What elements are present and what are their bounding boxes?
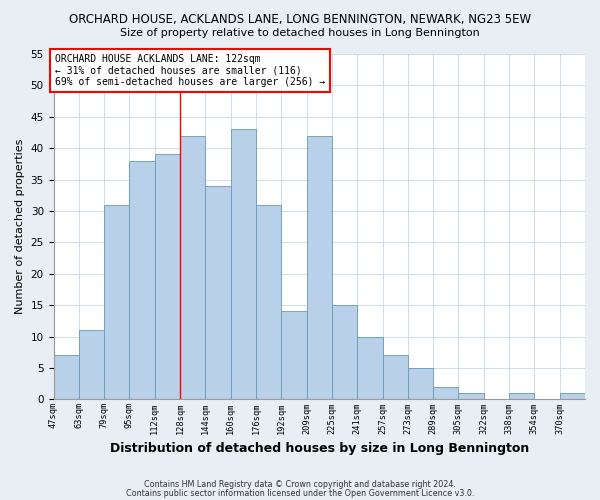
Bar: [256, 204, 281, 400]
Bar: [307, 136, 332, 400]
Bar: [383, 356, 408, 400]
Bar: [155, 154, 180, 400]
Bar: [230, 130, 256, 400]
Bar: [180, 136, 205, 400]
Bar: [408, 368, 433, 400]
Bar: [458, 393, 484, 400]
Bar: [332, 305, 357, 400]
Text: ORCHARD HOUSE ACKLANDS LANE: 122sqm
← 31% of detached houses are smaller (116)
6: ORCHARD HOUSE ACKLANDS LANE: 122sqm ← 31…: [55, 54, 325, 87]
Text: Contains HM Land Registry data © Crown copyright and database right 2024.: Contains HM Land Registry data © Crown c…: [144, 480, 456, 489]
Text: ORCHARD HOUSE, ACKLANDS LANE, LONG BENNINGTON, NEWARK, NG23 5EW: ORCHARD HOUSE, ACKLANDS LANE, LONG BENNI…: [69, 12, 531, 26]
Bar: [433, 387, 458, 400]
Bar: [205, 186, 230, 400]
Text: Size of property relative to detached houses in Long Bennington: Size of property relative to detached ho…: [120, 28, 480, 38]
X-axis label: Distribution of detached houses by size in Long Bennington: Distribution of detached houses by size …: [110, 442, 529, 455]
Bar: [130, 161, 155, 400]
Text: Contains public sector information licensed under the Open Government Licence v3: Contains public sector information licen…: [126, 488, 474, 498]
Bar: [53, 356, 79, 400]
Bar: [104, 204, 130, 400]
Bar: [560, 393, 585, 400]
Y-axis label: Number of detached properties: Number of detached properties: [15, 139, 25, 314]
Bar: [509, 393, 535, 400]
Bar: [79, 330, 104, 400]
Bar: [357, 336, 383, 400]
Bar: [281, 312, 307, 400]
